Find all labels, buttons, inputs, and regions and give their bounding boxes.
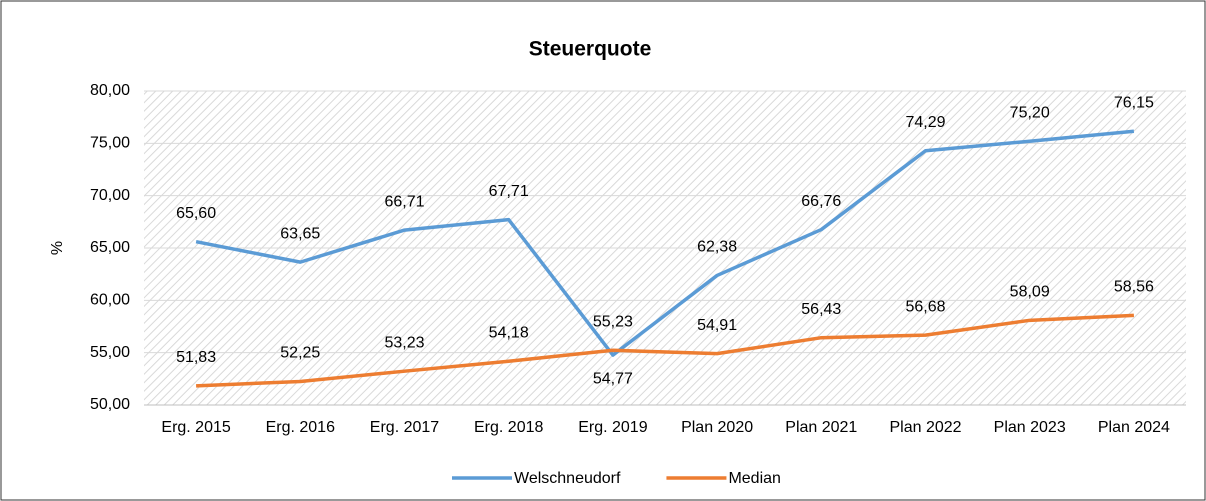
data-label: 66,76 — [801, 193, 841, 210]
chart-title: Steuerquote — [529, 38, 652, 61]
series-line — [195, 129, 1135, 357]
data-label: 54,18 — [489, 324, 529, 341]
y-tick-label: 60,00 — [90, 292, 130, 309]
x-tick-label: Plan 2024 — [1098, 419, 1170, 436]
data-label: 63,65 — [280, 225, 320, 242]
x-tick-label: Plan 2023 — [994, 419, 1066, 436]
x-tick-label: Plan 2021 — [785, 419, 857, 436]
x-tick-label: Plan 2022 — [889, 419, 961, 436]
data-label: 62,38 — [697, 239, 737, 256]
data-label: 58,56 — [1114, 279, 1154, 296]
data-label: 75,20 — [1010, 104, 1050, 121]
y-tick-label: 75,00 — [90, 135, 130, 152]
data-label: 65,60 — [176, 205, 216, 222]
x-tick-label: Erg. 2016 — [266, 419, 335, 436]
data-label: 52,25 — [280, 345, 320, 362]
series-line — [196, 313, 1134, 388]
data-label: 74,29 — [905, 114, 945, 131]
y-axis-label: % — [49, 241, 66, 255]
data-label: 56,43 — [801, 301, 841, 318]
x-tick-label: Erg. 2017 — [370, 419, 439, 436]
x-tick-label: Erg. 2015 — [161, 419, 230, 436]
x-tick-label: Plan 2020 — [681, 419, 753, 436]
data-label: 54,91 — [697, 317, 737, 334]
y-tick-label: 70,00 — [90, 187, 130, 204]
y-tick-label: 65,00 — [90, 239, 130, 256]
data-label: 66,71 — [384, 193, 424, 210]
data-label: 53,23 — [384, 334, 424, 351]
x-tick-label: Erg. 2018 — [474, 419, 543, 436]
legend-label: Welschneudorf — [514, 470, 621, 487]
data-label: 51,83 — [176, 349, 216, 366]
data-label: 54,77 — [593, 370, 633, 387]
data-label: 58,09 — [1010, 284, 1050, 301]
data-label: 55,23 — [593, 313, 633, 330]
y-tick-label: 80,00 — [90, 82, 130, 99]
y-tick-label: 50,00 — [90, 396, 130, 413]
x-tick-label: Erg. 2019 — [578, 419, 647, 436]
data-label: 56,68 — [905, 298, 945, 315]
legend-label: Median — [728, 470, 780, 487]
data-label: 67,71 — [489, 183, 529, 200]
y-tick-label: 55,00 — [90, 344, 130, 361]
data-label: 76,15 — [1114, 95, 1154, 112]
